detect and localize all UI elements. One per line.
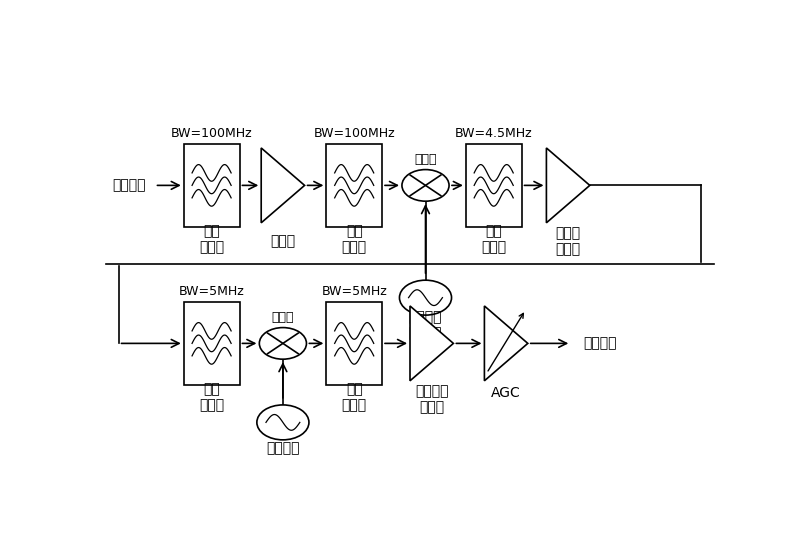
Polygon shape <box>546 148 590 223</box>
Polygon shape <box>410 306 454 381</box>
Text: BW=100MHz: BW=100MHz <box>170 127 253 140</box>
Bar <box>326 144 382 227</box>
Bar <box>466 144 522 227</box>
Text: 带通
滤波器: 带通 滤波器 <box>199 224 224 254</box>
Text: BW=5MHz: BW=5MHz <box>322 285 387 298</box>
Text: BW=4.5MHz: BW=4.5MHz <box>455 127 533 140</box>
Text: BW=5MHz: BW=5MHz <box>178 285 245 298</box>
Polygon shape <box>485 306 528 381</box>
Text: 带通
滤波器: 带通 滤波器 <box>481 224 506 254</box>
Text: 级中频
放大器: 级中频 放大器 <box>555 226 581 256</box>
Text: 二级本振: 二级本振 <box>266 441 300 455</box>
Circle shape <box>402 170 449 201</box>
Polygon shape <box>262 148 305 223</box>
Text: 中频输出: 中频输出 <box>584 336 617 350</box>
Bar <box>184 302 239 385</box>
Text: 二级中频
放大器: 二级中频 放大器 <box>415 384 449 415</box>
Text: 带通
滤波器: 带通 滤波器 <box>199 382 224 413</box>
Circle shape <box>259 328 306 359</box>
Text: AGC: AGC <box>491 386 521 400</box>
Text: 一级本振
（可调）: 一级本振 （可调） <box>409 310 442 341</box>
Text: 混频器: 混频器 <box>272 310 294 323</box>
Circle shape <box>399 280 451 315</box>
Text: BW=100MHz: BW=100MHz <box>314 127 395 140</box>
Text: 低噪放: 低噪放 <box>270 234 295 248</box>
Circle shape <box>257 405 309 440</box>
Bar <box>184 144 239 227</box>
Text: 混频器: 混频器 <box>414 153 437 166</box>
Text: 带通
滤波器: 带通 滤波器 <box>342 382 366 413</box>
Text: 带通
滤波器: 带通 滤波器 <box>342 224 366 254</box>
Text: 射频输入: 射频输入 <box>112 178 146 192</box>
Bar <box>326 302 382 385</box>
